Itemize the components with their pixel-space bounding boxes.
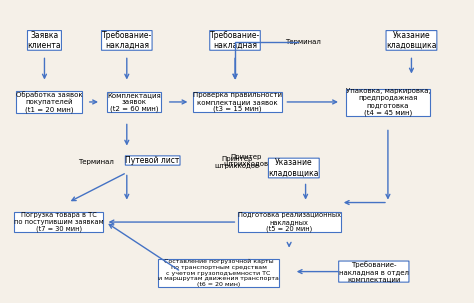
Text: Принтер
штрихкодов: Принтер штрихкодов — [223, 154, 268, 167]
Text: Подготовка реализационных
накладных
(t5 = 20 мин): Подготовка реализационных накладных (t5 … — [237, 212, 341, 232]
Text: Требование-
накладная: Требование- накладная — [210, 31, 260, 50]
Text: Терминал: Терминал — [78, 159, 114, 165]
Text: Составление погрузочной карты
по транспортным средствам
с учетом грузоподъемност: Составление погрузочной карты по транспо… — [158, 259, 279, 287]
Text: Проверка правильности
комплектации заявок
(t3 = 15 мин): Проверка правильности комплектации заяво… — [193, 92, 282, 112]
Text: Указание
кладовщика: Указание кладовщика — [269, 158, 319, 178]
Text: Заявка
клиента: Заявка клиента — [27, 31, 61, 50]
Text: Указание
кладовщика: Указание кладовщика — [386, 31, 437, 50]
Text: Обработка заявок
покупателей
(t1 = 20 мин): Обработка заявок покупателей (t1 = 20 ми… — [16, 91, 82, 113]
Text: Путевой лист: Путевой лист — [126, 156, 180, 165]
Text: Принтер
штрихкодов: Принтер штрихкодов — [215, 155, 260, 168]
Text: Упаковка, маркировка,
предпродажная
подготовка
(t4 = 45 мин): Упаковка, маркировка, предпродажная подг… — [346, 88, 430, 116]
Text: Требование-
накладная: Требование- накладная — [102, 31, 152, 50]
Text: Терминал: Терминал — [285, 39, 321, 45]
Text: Погрузка товара в ТС
по поступившим заявкам
(t7 = 30 мин): Погрузка товара в ТС по поступившим заяв… — [14, 212, 103, 232]
Text: Комплектация
заявок
(t2 = 60 мин): Комплектация заявок (t2 = 60 мин) — [107, 92, 161, 112]
Text: Требование-
накладная в отдел
комплектации: Требование- накладная в отдел комплектац… — [339, 261, 409, 282]
